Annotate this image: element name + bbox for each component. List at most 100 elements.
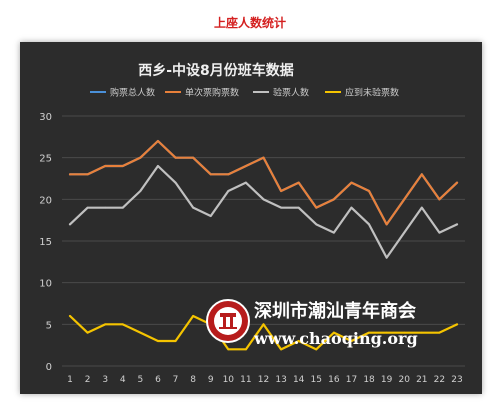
data-point: [157, 165, 159, 167]
data-point: [69, 315, 71, 317]
y-tick-label: 0: [46, 362, 52, 373]
x-tick-label: 14: [293, 375, 305, 385]
data-point: [456, 181, 458, 184]
data-point: [104, 165, 107, 167]
watermark: 深圳市潮汕青年商会 www.chaoqing.org: [206, 299, 418, 348]
data-point: [350, 340, 353, 342]
data-point: [209, 173, 212, 176]
x-tick-label: 3: [102, 375, 108, 385]
data-point: [139, 190, 142, 192]
x-tick-label: 1: [67, 375, 73, 385]
data-point: [174, 340, 177, 342]
x-axis: 1 2 3 4 5 6 7 8 9 10 11 12 13 14 15 16 17 18 19 20 21 22 23: [67, 375, 463, 385]
data-point: [121, 323, 124, 326]
y-tick-label: 30: [39, 112, 52, 123]
data-point: [121, 206, 124, 209]
data-point: [438, 331, 441, 334]
data-point: [192, 156, 195, 159]
data-point: [332, 331, 335, 334]
x-tick-label: 20: [399, 375, 411, 385]
x-tick-label: 9: [208, 375, 214, 385]
data-point: [385, 223, 388, 226]
data-point: [192, 206, 195, 209]
data-point: [420, 173, 423, 176]
data-point: [438, 231, 441, 234]
x-tick-label: 18: [363, 375, 375, 385]
chart-card: 西乡-中设8月份班车数据 购票总人数 单次票购票数 验票人数 应到未验票数 0 5 10 1…: [20, 42, 482, 394]
data-point: [297, 181, 300, 184]
legend-label: 购票总人数: [110, 87, 155, 99]
data-point: [227, 348, 230, 351]
seal-logo: [206, 299, 250, 343]
data-point: [456, 223, 458, 226]
data-point: [315, 348, 318, 351]
data-point: [420, 206, 423, 209]
x-tick-label: 13: [275, 375, 286, 385]
x-tick-label: 11: [240, 375, 251, 385]
data-point: [262, 156, 265, 159]
x-tick-label: 22: [434, 375, 445, 385]
data-point: [368, 223, 370, 226]
data-point: [104, 323, 107, 326]
x-tick-label: 15: [311, 375, 322, 385]
chart-title: 西乡-中设8月份班车数据: [138, 62, 294, 79]
data-point: [69, 223, 71, 226]
data-point: [174, 181, 177, 184]
x-tick-label: 17: [346, 375, 357, 385]
chart-legend: 购票总人数 单次票购票数 验票人数 应到未验票数: [90, 87, 399, 99]
data-point: [86, 331, 89, 334]
series-line: [68, 139, 459, 226]
data-point: [227, 173, 230, 176]
line-chart: 西乡-中设8月份班车数据 购票总人数 单次票购票数 验票人数 应到未验票数 0 5 10 1…: [39, 62, 465, 385]
data-point: [280, 190, 282, 192]
data-point: [350, 181, 353, 184]
x-tick-label: 19: [381, 375, 393, 385]
watermark-url: www.chaoqing.org: [253, 329, 418, 348]
data-point: [192, 315, 195, 317]
series-line: [68, 139, 459, 226]
data-point: [456, 323, 458, 326]
data-point: [368, 190, 370, 192]
data-point: [227, 190, 230, 192]
data-point: [438, 198, 441, 201]
data-point: [245, 165, 247, 167]
data-point: [174, 156, 177, 159]
data-point: [385, 256, 388, 259]
x-tick-label: 4: [120, 375, 126, 385]
data-point: [121, 165, 124, 167]
data-point: [280, 206, 282, 209]
x-tick-label: 23: [451, 375, 462, 385]
data-point: [368, 331, 370, 334]
series-line: [68, 164, 459, 259]
x-tick-label: 7: [173, 375, 179, 385]
data-point: [245, 348, 247, 351]
data-point: [297, 340, 300, 342]
data-point: [245, 181, 247, 184]
data-point: [262, 198, 265, 201]
data-point: [86, 173, 89, 176]
data-point: [403, 198, 406, 201]
y-tick-label: 10: [39, 279, 52, 290]
y-tick-label: 25: [39, 154, 52, 165]
x-tick-label: 8: [190, 375, 196, 385]
x-tick-label: 16: [328, 375, 340, 385]
legend-label: 单次票购票数: [185, 87, 239, 99]
data-point: [315, 223, 318, 226]
data-point: [262, 323, 265, 326]
x-tick-label: 21: [416, 375, 427, 385]
watermark-name: 深圳市潮汕青年商会: [254, 300, 416, 322]
x-tick-label: 10: [223, 375, 235, 385]
data-point: [297, 206, 300, 209]
y-tick-label: 15: [39, 237, 52, 248]
page-title: 上座人数统计: [213, 16, 286, 30]
x-tick-label: 6: [155, 375, 161, 385]
data-point: [385, 331, 388, 334]
x-tick-label: 12: [258, 375, 269, 385]
data-point: [403, 331, 406, 334]
data-point: [209, 215, 212, 217]
data-point: [350, 206, 353, 209]
data-point: [332, 231, 335, 234]
data-point: [420, 331, 423, 334]
data-point: [139, 331, 142, 334]
data-point: [315, 206, 318, 209]
